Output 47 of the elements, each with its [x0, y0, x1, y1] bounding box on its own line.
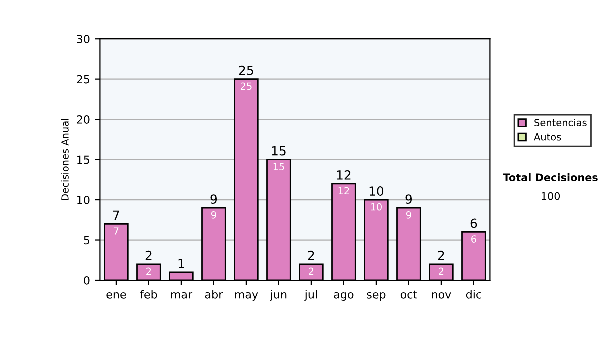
x-tick-label: mar [171, 292, 193, 299]
x-tick-label: sep [367, 292, 386, 301]
y-tick-label: 5 [84, 236, 90, 245]
legend-label: Sentencias [534, 118, 587, 127]
legend-label: Autos [534, 134, 562, 141]
data-label: 10 [371, 203, 382, 211]
y-tick-label: 10 [78, 196, 90, 204]
data-label: 2 [146, 268, 152, 276]
x-tick-label: dic [466, 290, 482, 299]
total-label: 2 [438, 250, 444, 260]
x-tick-label: feb [140, 290, 158, 299]
total-label: 12 [337, 170, 351, 180]
y-tick-label: 30 [77, 35, 90, 44]
total-label: 1 [178, 259, 184, 268]
total-label: 7 [114, 210, 120, 220]
total-label: 9 [406, 194, 412, 204]
text: 100 [542, 192, 560, 200]
data-label: 2 [309, 268, 314, 276]
x-tick-label: may [235, 292, 258, 301]
y-tick-label: 0 [84, 276, 90, 285]
data-label: 2 [439, 268, 444, 276]
data-label: 9 [211, 211, 216, 219]
text: Total Decisiones [503, 173, 598, 182]
total-label: 9 [210, 194, 218, 204]
y-tick-label: 15 [78, 156, 90, 164]
data-label: 6 [472, 236, 476, 243]
total-label: 2 [308, 250, 314, 260]
total-label: 10 [370, 186, 384, 196]
x-tick-label: oct [400, 290, 418, 299]
data-label: 12 [338, 187, 350, 195]
y-tick-label: 25 [77, 75, 90, 84]
x-tick-label: jun [270, 290, 287, 301]
x-tick-label: nov [432, 292, 452, 299]
data-label: 9 [406, 211, 412, 219]
x-tick-label: ago [334, 292, 354, 301]
x-tick-label: abr [205, 290, 224, 299]
total-label: 15 [272, 146, 286, 156]
total-label: 25 [239, 66, 254, 76]
x-tick-label: jul [304, 290, 318, 301]
y-tick-label: 20 [77, 116, 90, 124]
y-axis-title: Decisiones Anual [61, 119, 69, 200]
data-label: 7 [114, 228, 119, 235]
total-label: 2 [146, 250, 152, 260]
x-tick-label: ene [106, 292, 126, 299]
data-label: 15 [274, 163, 284, 171]
data-label: 25 [240, 82, 252, 90]
total-label: 6 [470, 218, 478, 228]
